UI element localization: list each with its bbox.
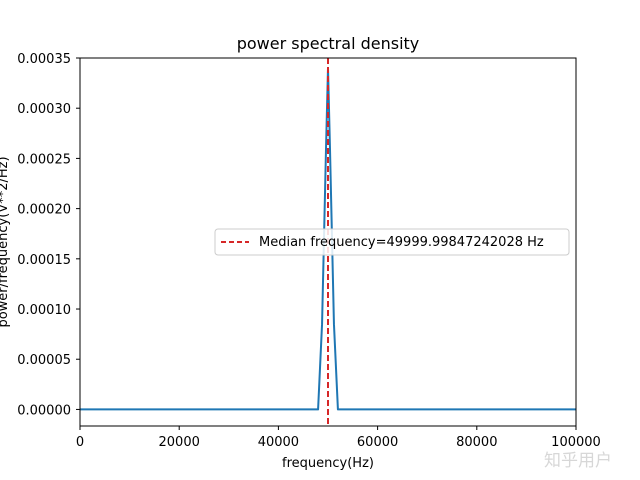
y-tick-label: 0.00000 — [17, 403, 71, 418]
y-tick-label: 0.00025 — [17, 152, 71, 167]
x-tick-label: 0 — [76, 435, 84, 450]
watermark: 知乎用户 — [544, 451, 612, 471]
y-tick-label: 0.00010 — [17, 303, 71, 318]
x-tick-label: 80000 — [456, 435, 497, 450]
y-axis: 0.00000 0.00005 0.00010 0.00015 0.00020 0.000… — [17, 52, 80, 418]
chart-title: power spectral density — [237, 34, 420, 53]
x-axis: 0 20000 40000 60000 80000 100000 — [76, 426, 601, 450]
legend-entry-median: Median frequency=49999.99847242028 Hz — [259, 235, 544, 250]
x-tick-label: 60000 — [357, 435, 398, 450]
y-axis-label: power/frequency(V**2/Hz) — [0, 156, 11, 327]
y-tick-label: 0.00020 — [17, 203, 71, 218]
x-tick-label: 40000 — [258, 435, 299, 450]
y-tick-label: 0.00005 — [17, 353, 71, 368]
y-tick-label: 0.00015 — [17, 253, 71, 268]
x-tick-label: 100000 — [551, 435, 601, 450]
legend: Median frequency=49999.99847242028 Hz — [214, 228, 570, 256]
x-axis-label: frequency(Hz) — [282, 456, 374, 471]
y-tick-label: 0.00035 — [17, 52, 71, 67]
legend-box — [214, 228, 570, 256]
x-tick-label: 20000 — [159, 435, 200, 450]
y-tick-label: 0.00030 — [17, 102, 71, 117]
axes-frame — [79, 57, 577, 427]
